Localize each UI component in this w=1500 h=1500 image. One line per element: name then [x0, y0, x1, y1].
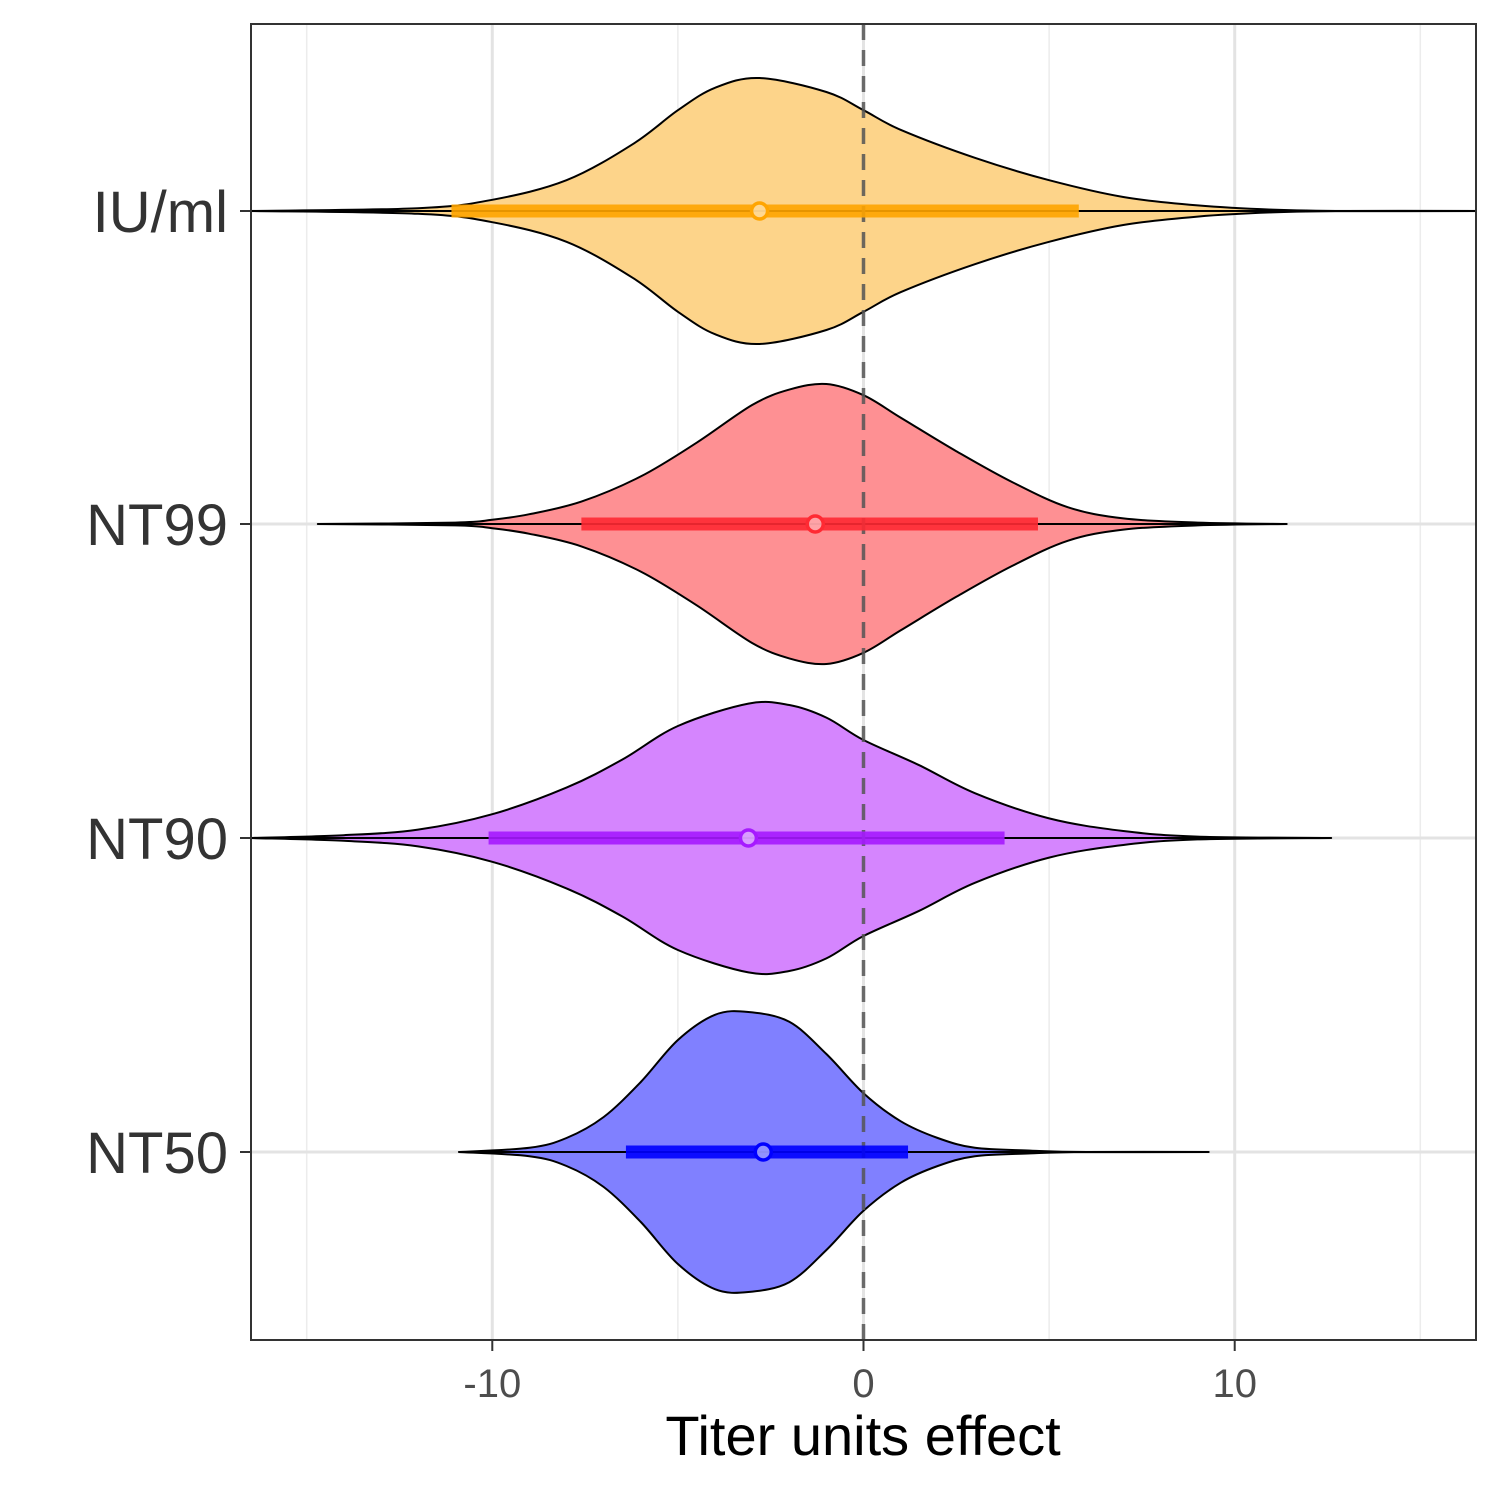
interval-layer	[451, 201, 1079, 1162]
x-tick-label: 10	[1212, 1362, 1257, 1406]
y-category-label: IU/ml	[93, 180, 228, 245]
y-category-label: NT50	[86, 1121, 228, 1186]
y-category-label: NT99	[86, 493, 228, 558]
median-point	[749, 201, 770, 221]
median-point	[753, 1142, 774, 1162]
x-tick-label: -10	[463, 1362, 521, 1406]
median-point	[738, 828, 759, 848]
x-axis-title: Titer units effect	[665, 1404, 1061, 1467]
axis-layer: -10 0 10 IU/ml NT99 NT90 NT50	[86, 180, 1257, 1406]
y-category-label: NT90	[86, 807, 228, 872]
median-point	[805, 514, 825, 534]
x-tick-label: 0	[852, 1362, 874, 1406]
plot-panel	[250, 23, 1477, 1341]
